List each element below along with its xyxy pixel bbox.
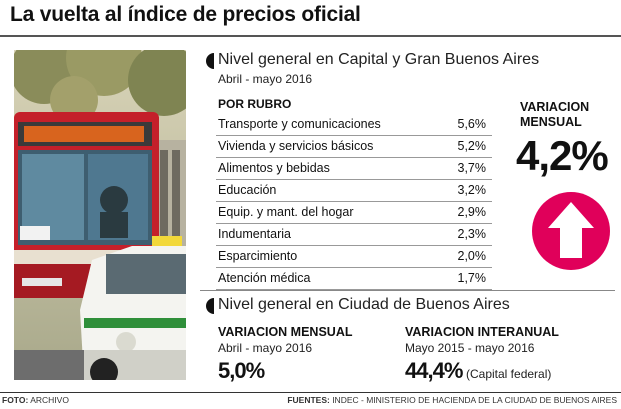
- row-value: 2,0%: [457, 249, 487, 263]
- table-row: Indumentaria 2,3%: [216, 224, 492, 246]
- table-row: Transporte y comunicaciones 5,6%: [216, 114, 492, 136]
- headline: La vuelta al índice de precios oficial: [10, 3, 361, 26]
- section-ciudad-title: Nivel general en Ciudad de Buenos Aires: [206, 296, 510, 314]
- section-capital-title: Nivel general en Capital y Gran Buenos A…: [206, 51, 540, 69]
- ciudad-interanual-label: VARIACION INTERANUAL: [405, 325, 559, 339]
- ciudad-mensual-value: 5,0%: [218, 358, 265, 383]
- variacion-mensual-label: VARIACION MENSUAL: [520, 100, 589, 130]
- table-row: Alimentos y bebidas 3,7%: [216, 158, 492, 180]
- footer-fuentes: FUENTES: INDEC - MINISTERIO DE HACIENDA …: [287, 395, 617, 405]
- table-row: Equip. y mant. del hogar 2,9%: [216, 202, 492, 224]
- section-marker-icon: [206, 53, 214, 69]
- row-value: 3,2%: [457, 183, 487, 197]
- table-row: Atención médica 1,7%: [216, 268, 492, 290]
- row-value: 5,6%: [457, 117, 487, 131]
- table-row: Esparcimiento 2,0%: [216, 246, 492, 268]
- ciudad-interanual-value: 44,4%: [405, 358, 463, 383]
- headline-divider: [0, 35, 621, 37]
- section-capital-period: Abril - mayo 2016: [218, 72, 313, 86]
- footer-foto-label: FOTO:: [2, 395, 29, 405]
- section-ciudad-title-text: Nivel general en Ciudad de Buenos Aires: [218, 296, 510, 313]
- row-label: Indumentaria: [218, 227, 291, 241]
- row-label: Transporte y comunicaciones: [218, 117, 381, 131]
- table-row: Educación 3,2%: [216, 180, 492, 202]
- ciudad-interanual-note: (Capital federal): [466, 367, 552, 381]
- row-label: Educación: [218, 183, 277, 197]
- row-value: 5,2%: [457, 139, 487, 153]
- ciudad-mensual-period: Abril - mayo 2016: [218, 341, 313, 355]
- row-value: 2,3%: [457, 227, 487, 241]
- section-capital-title-text: Nivel general en Capital y Gran Buenos A…: [218, 51, 540, 68]
- variacion-mensual-value: 4,2%: [516, 132, 609, 179]
- row-label: Atención médica: [218, 271, 311, 285]
- section-marker-icon: [206, 298, 214, 314]
- row-value: 1,7%: [457, 271, 487, 285]
- section-divider: [200, 290, 615, 291]
- up-arrow-icon: [532, 192, 610, 270]
- footer-fuentes-label: FUENTES:: [287, 395, 330, 405]
- ciudad-interanual-period: Mayo 2015 - mayo 2016: [405, 341, 535, 355]
- rubro-header: POR RUBRO: [218, 97, 292, 111]
- footer-fuentes-value: INDEC - MINISTERIO DE HACIENDA DE LA CIU…: [332, 395, 617, 405]
- row-label: Esparcimiento: [218, 249, 298, 263]
- bus-taxi-photo: [14, 50, 186, 380]
- table-row: Vivienda y servicios básicos 5,2%: [216, 136, 492, 158]
- row-label: Alimentos y bebidas: [218, 161, 330, 175]
- variacion-label-line1: VARIACION: [520, 100, 590, 114]
- row-value: 2,9%: [457, 205, 487, 219]
- row-label: Vivienda y servicios básicos: [218, 139, 374, 153]
- ciudad-mensual-label: VARIACION MENSUAL: [218, 325, 353, 339]
- footer-divider: [0, 392, 621, 393]
- rubro-table: Transporte y comunicaciones 5,6% Viviend…: [216, 114, 492, 290]
- row-value: 3,7%: [457, 161, 487, 175]
- footer-foto-value: ARCHIVO: [30, 395, 69, 405]
- footer-foto: FOTO: ARCHIVO: [2, 395, 69, 405]
- row-label: Equip. y mant. del hogar: [218, 205, 354, 219]
- variacion-label-line2: MENSUAL: [520, 115, 582, 129]
